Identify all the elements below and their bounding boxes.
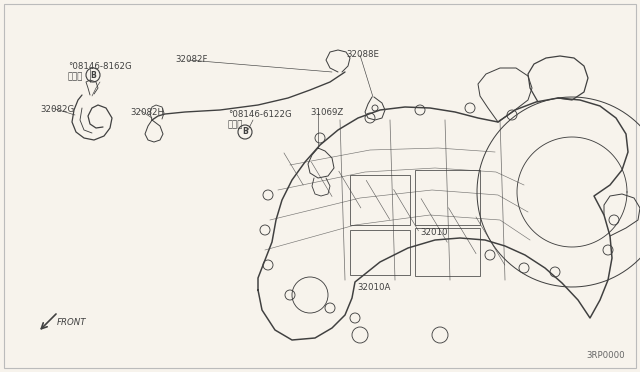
- Bar: [350, 175, 410, 225]
- Text: 32010A: 32010A: [357, 283, 390, 292]
- Bar: [350, 230, 410, 275]
- Text: °08146-8162G
（１）: °08146-8162G （１）: [68, 62, 132, 81]
- Text: 32082H: 32082H: [130, 108, 164, 117]
- Bar: [415, 170, 480, 225]
- Text: 32088E: 32088E: [346, 50, 379, 59]
- Bar: [415, 228, 480, 276]
- Text: 31069Z: 31069Z: [310, 108, 343, 117]
- Text: 3RP0000: 3RP0000: [586, 351, 625, 360]
- Text: B: B: [90, 71, 96, 80]
- Text: 32010: 32010: [420, 228, 447, 237]
- Text: 32082F: 32082F: [175, 55, 207, 64]
- Text: B: B: [242, 128, 248, 137]
- Text: 32082G: 32082G: [40, 105, 74, 114]
- Text: °08146-6122G
（１）: °08146-6122G （１）: [228, 110, 292, 129]
- Text: FRONT: FRONT: [57, 318, 86, 327]
